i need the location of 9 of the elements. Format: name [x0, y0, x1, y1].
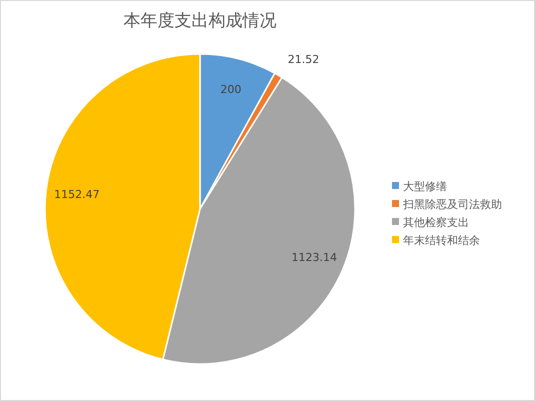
legend-label: 其他检察支出 [403, 216, 469, 229]
legend-label: 年末结转和结余 [403, 234, 480, 247]
data-label: 1152.47 [54, 188, 100, 202]
legend-label: 大型修缮 [403, 180, 447, 193]
data-label: 21.52 [288, 53, 320, 66]
chart-title: 本年度支出构成情况 [124, 11, 276, 31]
legend-label: 扫黑除恶及司法救助 [402, 198, 502, 211]
data-label: 200 [220, 82, 242, 96]
data-label: 1123.14 [291, 251, 337, 264]
